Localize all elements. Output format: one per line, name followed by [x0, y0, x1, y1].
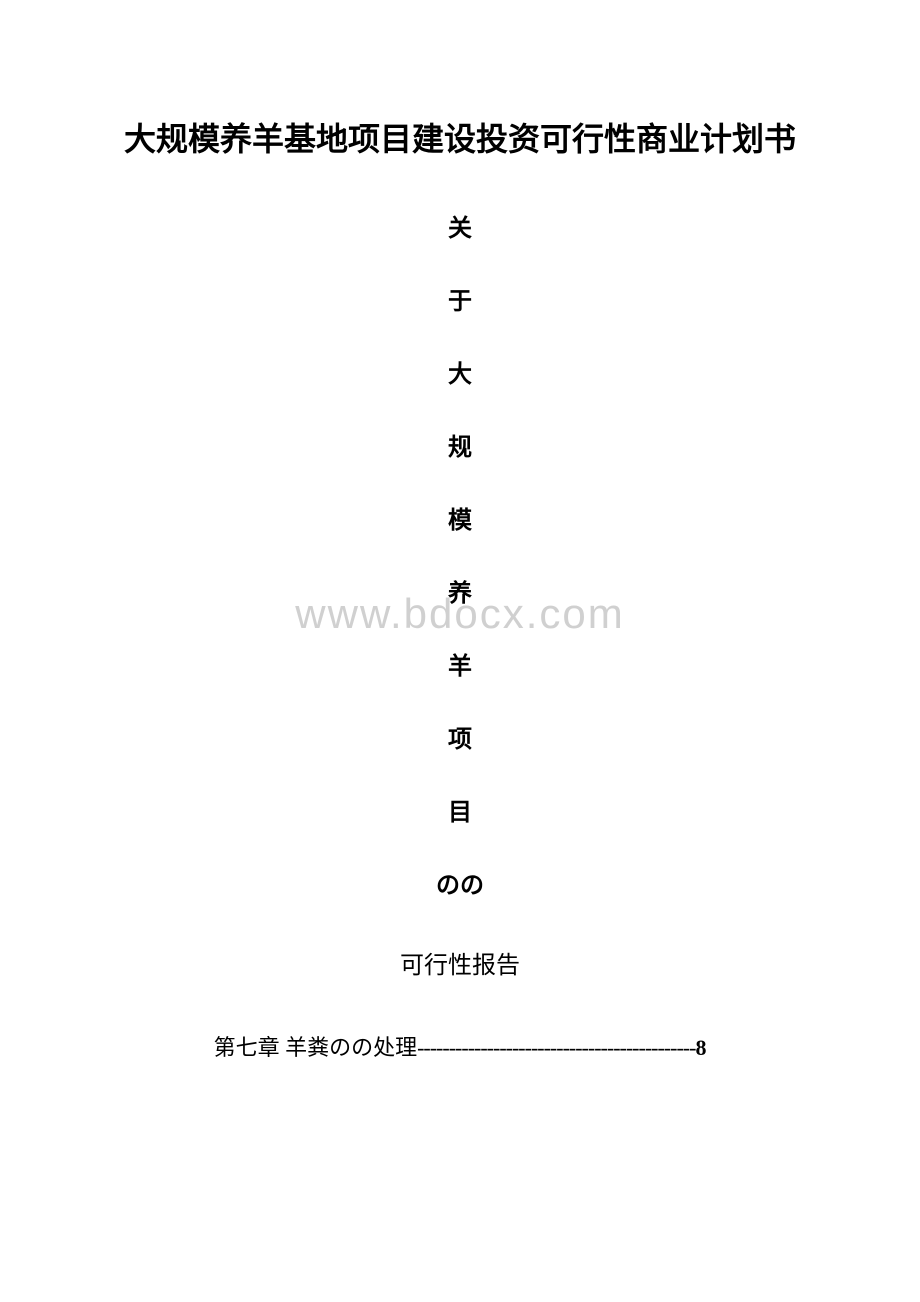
vertical-char: 关 [448, 208, 472, 243]
vertical-char: 模 [448, 500, 472, 535]
vertical-char: 项 [448, 719, 472, 754]
vertical-title-chars: 关 于 大 规 模 养 羊 项 目 のの [0, 208, 920, 900]
toc-page-number: 8 [695, 1035, 706, 1060]
document-body: 大规模养羊基地项目建设投资可行性商业计划书 关 于 大 规 模 养 羊 项 目 … [0, 115, 920, 1062]
vertical-char: のの [436, 865, 484, 900]
vertical-char: 养 [448, 573, 472, 608]
vertical-char: 目 [448, 792, 472, 827]
toc-entry: 第七章 羊粪のの处理------------------------------… [0, 1030, 920, 1062]
vertical-char: 于 [448, 281, 472, 316]
vertical-char: 规 [448, 427, 472, 462]
toc-chapter-label: 第七章 羊粪のの处理 [214, 1035, 418, 1060]
document-subtitle: 可行性报告 [0, 945, 920, 980]
vertical-char: 大 [448, 354, 472, 389]
vertical-char: 羊 [448, 646, 472, 681]
toc-leader-dashes: ----------------------------------------… [417, 1035, 695, 1060]
document-title: 大规模养羊基地项目建设投资可行性商业计划书 [50, 115, 870, 163]
